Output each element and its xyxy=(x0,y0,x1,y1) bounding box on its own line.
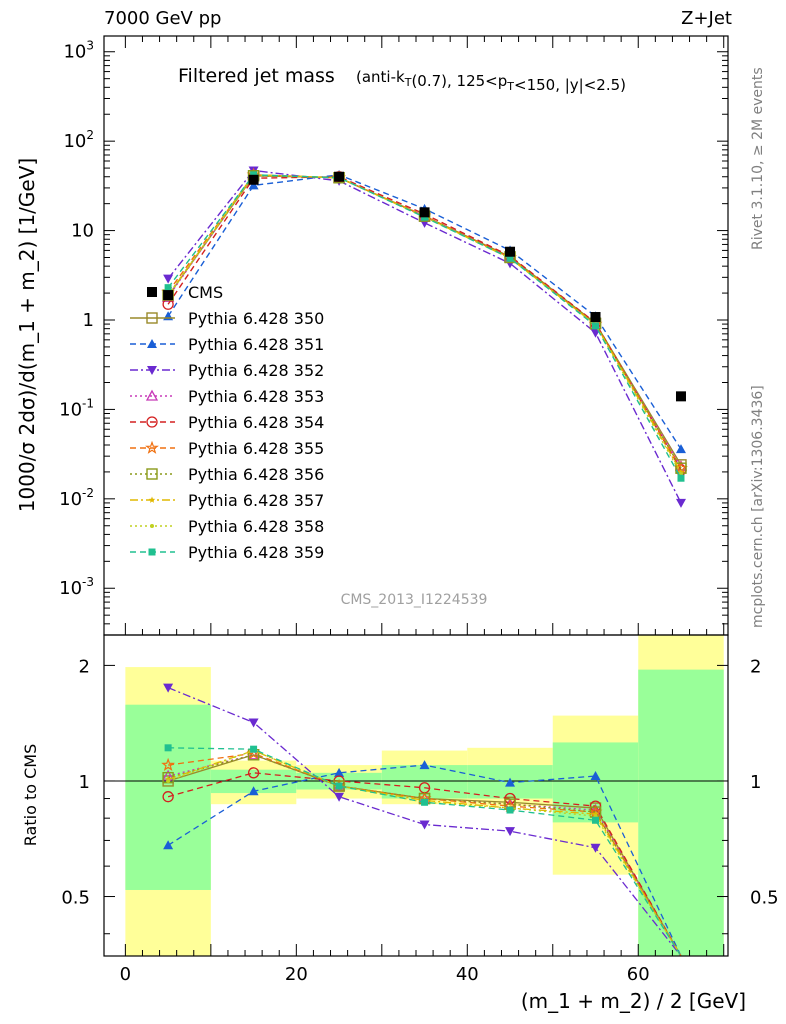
marker-filled-square xyxy=(335,782,343,790)
x-tick-label: 40 xyxy=(456,964,479,985)
marker-filled-square xyxy=(506,806,514,814)
cms-data-point xyxy=(590,312,601,323)
main-y-tick-label: 10-1 xyxy=(59,396,94,420)
ratio-y-tick-label: 2 xyxy=(79,656,90,677)
ratio-y-axis-label: Ratio to CMS xyxy=(21,744,40,846)
marker-filled-square xyxy=(164,284,172,292)
marker-open-circle xyxy=(247,767,260,779)
marker-triangle-up xyxy=(163,311,174,321)
chart-subtitle: (anti-kT(0.7), 125<pT<150, |y|<2.5) xyxy=(356,68,626,94)
marker-triangle-up xyxy=(675,444,686,454)
ratio-y-tick-label: 1 xyxy=(79,772,90,793)
chart-title: Filtered jet mass xyxy=(178,65,335,87)
marker-filled-square xyxy=(250,745,258,753)
main-y-tick-label: 10-2 xyxy=(59,486,94,510)
cms-data-point xyxy=(505,246,516,257)
ratio-y-tick-label: 0.5 xyxy=(61,888,90,909)
legend-label: Pythia 6.428 356 xyxy=(188,465,324,484)
legend-label: Pythia 6.428 350 xyxy=(188,309,324,328)
marker-open-star xyxy=(145,440,159,454)
cms-data xyxy=(163,171,686,402)
ratio-series-351 xyxy=(163,760,682,957)
marker-triangle-down xyxy=(163,274,174,284)
x-tick-label: 20 xyxy=(285,964,308,985)
marker-open-circle xyxy=(146,416,158,428)
marker-filled-square xyxy=(164,744,172,752)
legend-label: Pythia 6.428 359 xyxy=(188,543,324,562)
main-y-tick-label: 102 xyxy=(63,128,94,152)
energy-label: 7000 GeV pp xyxy=(104,8,222,29)
x-tick-label: 60 xyxy=(627,964,650,985)
marker-small-dot xyxy=(166,778,171,783)
marker-triangle-up xyxy=(334,767,345,777)
cms-data-point xyxy=(675,391,686,402)
x-tick-label: 0 xyxy=(120,964,131,985)
marker-small-star xyxy=(677,468,685,475)
marker-triangle-down xyxy=(248,718,259,728)
ratio-band-inner xyxy=(638,669,724,956)
marker-small-star xyxy=(148,496,156,503)
legend-cms-marker xyxy=(147,287,157,297)
ratio-y-tick-label-right: 2 xyxy=(750,656,761,677)
legend-label: Pythia 6.428 354 xyxy=(188,413,324,432)
ratio-series-352 xyxy=(163,683,682,957)
marker-filled-square xyxy=(148,548,156,556)
marker-open-square xyxy=(146,312,158,324)
marker-triangle-down xyxy=(419,820,430,830)
main-y-axis-label: 1000/σ 2dσ)/d(m_1 + m_2) [1/GeV] xyxy=(15,158,39,512)
marker-triangle-up xyxy=(590,771,601,781)
main-y-tick-label: 1 xyxy=(83,310,94,331)
marker-triangle-up xyxy=(163,840,174,850)
marker-triangle-down xyxy=(334,792,345,802)
marker-filled-square xyxy=(506,254,514,262)
marker-triangle-down xyxy=(505,827,516,837)
marker-small-dot xyxy=(150,524,154,528)
cms-data-point xyxy=(163,290,174,301)
marker-triangle-down xyxy=(675,498,686,508)
marker-open-triangle xyxy=(145,389,159,401)
ratio-y-tick-label-right: 1 xyxy=(750,772,761,793)
legend-label: Pythia 6.428 352 xyxy=(188,361,324,380)
marker-triangle-up xyxy=(147,339,157,348)
legend-label: CMS xyxy=(188,283,223,302)
legend-label: Pythia 6.428 357 xyxy=(188,491,324,510)
legend-label: Pythia 6.428 353 xyxy=(188,387,324,406)
legend-label: Pythia 6.428 358 xyxy=(188,517,324,536)
marker-triangle-up xyxy=(505,777,516,787)
marker-triangle-down xyxy=(590,843,601,853)
marker-filled-square xyxy=(677,474,685,482)
marker-triangle-up xyxy=(419,760,430,770)
analysis-label: CMS_2013_I1224539 xyxy=(341,592,488,608)
ratio-series-359 xyxy=(164,744,682,957)
main-y-tick-label: 10 xyxy=(71,221,94,242)
ratio-band-inner xyxy=(125,704,211,890)
marker-filled-square xyxy=(592,322,600,330)
marker-open-square xyxy=(146,468,158,480)
cms-data-point xyxy=(419,207,430,218)
cms-data-point xyxy=(334,171,345,182)
marker-filled-square xyxy=(592,816,600,824)
legend-label: Pythia 6.428 351 xyxy=(188,335,324,354)
main-y-tick-label: 103 xyxy=(63,39,94,63)
marker-small-star xyxy=(592,810,599,817)
marker-triangle-down xyxy=(147,366,157,375)
legend-label: Pythia 6.428 355 xyxy=(188,439,324,458)
marker-open-square xyxy=(333,780,345,792)
marker-open-star xyxy=(161,757,176,771)
marker-open-circle xyxy=(162,791,174,803)
ratio-y-tick-label-right: 0.5 xyxy=(750,888,779,909)
marker-triangle-down xyxy=(163,683,174,693)
marker-filled-square xyxy=(421,798,429,806)
marker-triangle-up xyxy=(248,180,259,190)
marker-triangle-up xyxy=(248,786,259,796)
cms-data-point xyxy=(248,174,259,185)
main-y-tick-label: 10-3 xyxy=(59,575,94,599)
x-axis-label: (m_1 + m_2) / 2 [GeV] xyxy=(521,989,746,1013)
process-label: Z+Jet xyxy=(681,8,732,29)
